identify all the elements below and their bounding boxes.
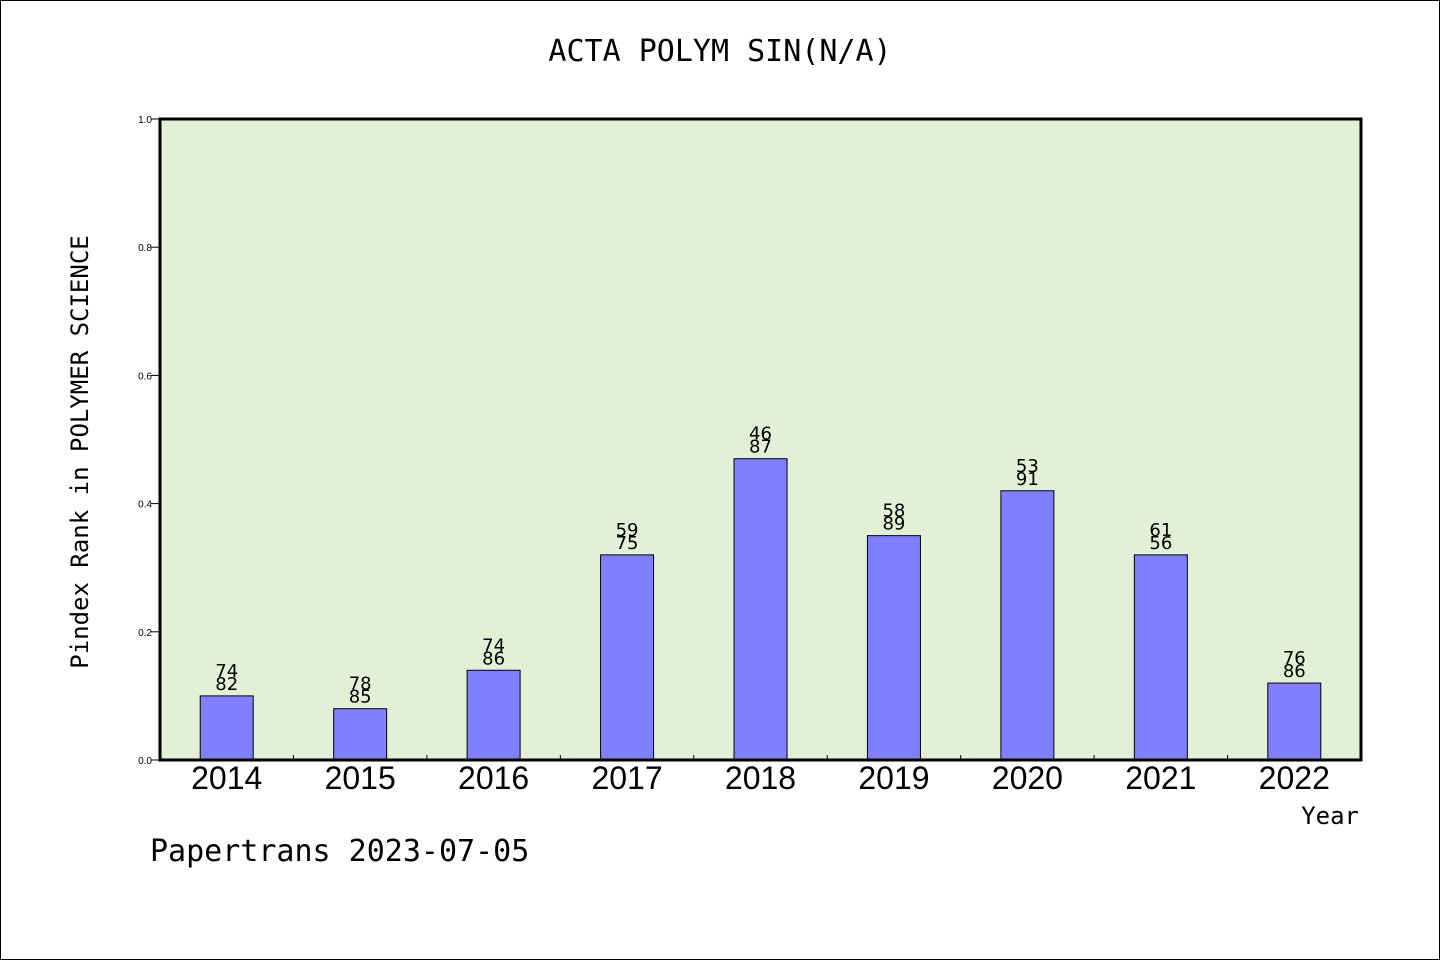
bar bbox=[600, 554, 655, 761]
bar-label-bottom: 75 bbox=[616, 533, 639, 554]
bar bbox=[1133, 554, 1188, 761]
bar-label-top: 59 bbox=[616, 520, 639, 541]
footer-text: Papertrans 2023-07-05 bbox=[150, 834, 530, 869]
bar-label-top: 74 bbox=[215, 661, 238, 682]
bar bbox=[333, 708, 388, 761]
bar bbox=[866, 535, 921, 761]
y-tick-label: 0.8 bbox=[138, 243, 152, 254]
x-tick-label: 2019 bbox=[858, 760, 929, 796]
x-tick-label: 2014 bbox=[191, 760, 262, 796]
bar-label-top: 74 bbox=[482, 635, 505, 656]
x-tick-label: 2020 bbox=[992, 760, 1063, 796]
bar-label-top: 46 bbox=[749, 424, 772, 445]
bar-label-bottom: 89 bbox=[882, 514, 905, 535]
y-tick-label: 0.6 bbox=[138, 371, 152, 382]
x-axis-label: Year bbox=[1301, 802, 1359, 830]
bar-label-top: 58 bbox=[882, 501, 905, 522]
bar bbox=[733, 458, 788, 761]
bar-label-top: 53 bbox=[1016, 456, 1039, 477]
bar bbox=[199, 695, 254, 761]
chart-title: ACTA POLYM SIN(N/A) bbox=[548, 34, 892, 69]
y-tick-label: 0.4 bbox=[138, 500, 152, 511]
x-tick-label: 2018 bbox=[725, 760, 796, 796]
y-tick-label: 0.0 bbox=[138, 756, 152, 767]
bar-label-bottom: 56 bbox=[1149, 533, 1172, 554]
x-tick-label: 2016 bbox=[458, 760, 529, 796]
y-tick-label: 0.2 bbox=[138, 628, 152, 639]
bar-label-bottom: 82 bbox=[215, 674, 238, 695]
bar-label-top: 76 bbox=[1283, 648, 1306, 669]
x-tick-label: 2017 bbox=[591, 760, 662, 796]
bar bbox=[466, 669, 521, 761]
x-tick-label: 2021 bbox=[1125, 760, 1196, 796]
bar bbox=[1000, 490, 1055, 761]
bar-label-bottom: 91 bbox=[1016, 469, 1039, 490]
bar-label-top: 61 bbox=[1149, 520, 1172, 541]
bar-label-bottom: 86 bbox=[482, 648, 505, 669]
bar-label-top: 78 bbox=[349, 674, 372, 695]
bar-label-bottom: 85 bbox=[349, 687, 372, 708]
bar-label-bottom: 86 bbox=[1283, 661, 1306, 682]
bar bbox=[1267, 682, 1322, 761]
plot-border bbox=[158, 117, 1363, 762]
x-tick-label: 2015 bbox=[325, 760, 396, 796]
y-tick-label: 1.0 bbox=[138, 115, 152, 126]
x-tick-label: 2022 bbox=[1259, 760, 1330, 796]
bar-label-bottom: 87 bbox=[749, 437, 772, 458]
